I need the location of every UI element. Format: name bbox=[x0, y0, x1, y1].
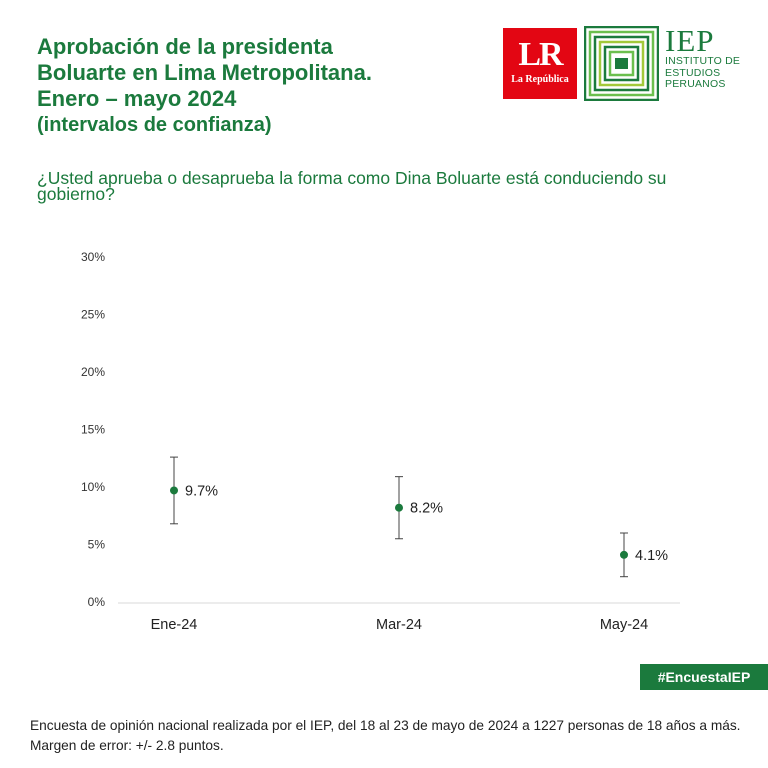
iep-logo-line: PERUANOS bbox=[665, 78, 726, 90]
survey-question: ¿Usted aprueba o desaprueba la forma com… bbox=[37, 168, 667, 204]
iep-logo-icon bbox=[584, 26, 659, 101]
y-tick-label: 10% bbox=[81, 480, 105, 494]
iep-logo-line: ESTUDIOS bbox=[665, 66, 721, 79]
y-tick-label: 25% bbox=[81, 308, 105, 322]
title-line: Enero – mayo 2024 bbox=[37, 86, 237, 111]
chart-title: Aprobación de la presidenta Boluarte en … bbox=[37, 34, 372, 138]
hashtag-badge: #EncuestaIEP bbox=[640, 664, 768, 690]
data-point bbox=[620, 550, 628, 559]
x-tick-label: May-24 bbox=[600, 617, 648, 633]
chart-subtitle: (intervalos de confianza) bbox=[37, 114, 272, 136]
y-tick-label: 20% bbox=[81, 365, 105, 379]
title-line: Boluarte en Lima Metropolitana. bbox=[37, 60, 372, 85]
iep-logo-line: INSTITUTO DE bbox=[665, 55, 741, 67]
lr-logo-name: La República bbox=[511, 74, 569, 85]
iep-logo-mark: IEP bbox=[665, 23, 715, 58]
title-line: Aprobación de la presidenta bbox=[37, 34, 333, 59]
x-tick-label: Ene-24 bbox=[151, 617, 198, 633]
y-tick-label: 5% bbox=[88, 538, 106, 552]
data-point bbox=[170, 486, 178, 495]
y-tick-label: 30% bbox=[81, 250, 105, 264]
y-tick-label: 15% bbox=[81, 423, 105, 437]
data-label: 9.7% bbox=[185, 483, 218, 499]
la-republica-logo: LR La República bbox=[503, 28, 577, 99]
survey-footnote: Encuesta de opinión nacional realizada p… bbox=[30, 718, 741, 753]
x-tick-label: Mar-24 bbox=[376, 617, 422, 633]
data-label: 4.1% bbox=[635, 548, 668, 564]
y-tick-label: 0% bbox=[88, 595, 106, 609]
data-point bbox=[395, 503, 403, 512]
iep-logo-text: IEP INSTITUTO DE ESTUDIOS PERUANOS bbox=[665, 23, 741, 91]
data-label: 8.2% bbox=[410, 501, 443, 517]
lr-logo-mark: LR bbox=[518, 36, 563, 73]
